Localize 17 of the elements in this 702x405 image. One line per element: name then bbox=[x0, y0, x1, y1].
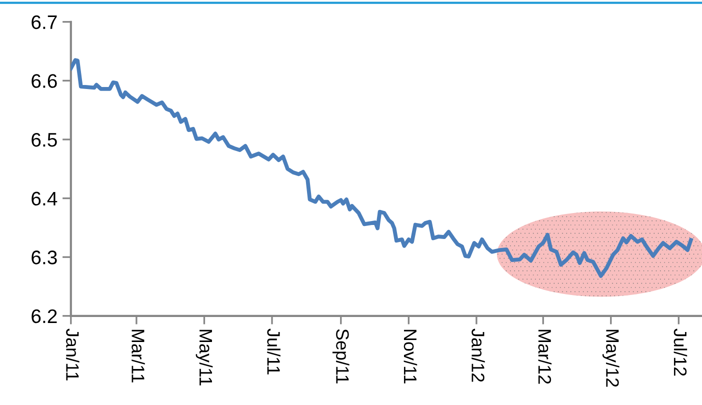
x-tick-label: Nov/11 bbox=[404, 330, 418, 384]
x-tick-label: May/11 bbox=[196, 330, 213, 386]
x-tick-label: Jan/12 bbox=[472, 328, 485, 382]
y-tick-label: 6.2 bbox=[32, 309, 57, 324]
x-tick-label: Jan/11 bbox=[66, 328, 80, 380]
x-tick-label: Sep/11 bbox=[332, 329, 350, 384]
x-tick-label: Mar/12 bbox=[538, 330, 552, 384]
y-tick-label: 6.6 bbox=[32, 74, 57, 88]
x-tick-label: Mar/11 bbox=[132, 330, 145, 382]
y-tick-label: 6.4 bbox=[32, 192, 58, 206]
y-tick-label: 6.5 bbox=[32, 132, 57, 147]
y-tick-label: 6.7 bbox=[32, 15, 57, 30]
x-tick-label: Jul/11 bbox=[267, 328, 280, 374]
y-tick-label: 6.3 bbox=[32, 250, 57, 264]
x-tick-label: Jul/12 bbox=[674, 328, 688, 376]
x-tick-label: May/12 bbox=[602, 330, 620, 387]
line-series bbox=[70, 58, 693, 278]
